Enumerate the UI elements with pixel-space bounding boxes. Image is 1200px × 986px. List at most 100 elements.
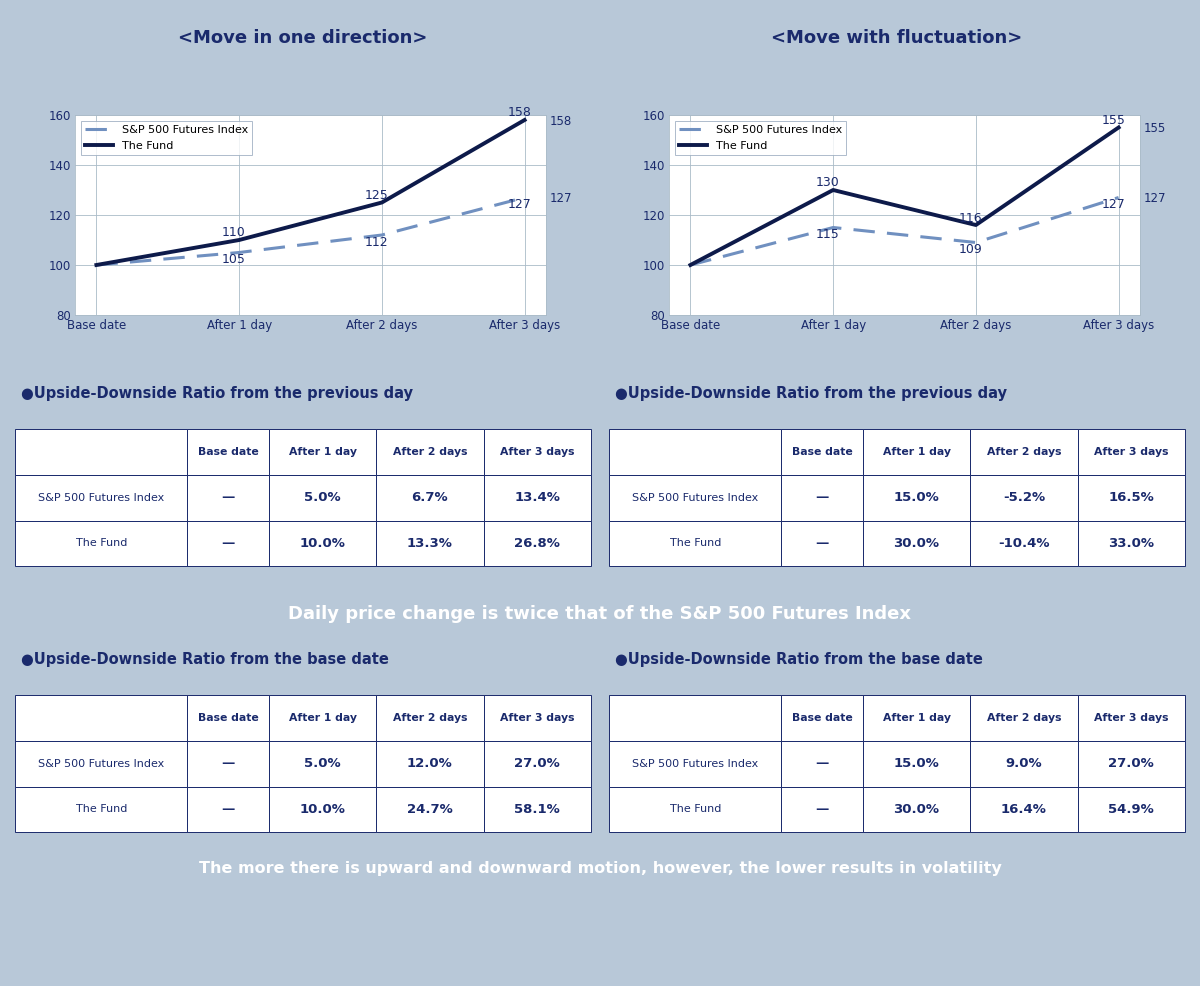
The Fund bbox=[1111, 121, 1126, 133]
FancyBboxPatch shape bbox=[971, 475, 1078, 521]
Text: -5.2%: -5.2% bbox=[1003, 491, 1045, 504]
Text: 105: 105 bbox=[222, 253, 246, 266]
Text: 130: 130 bbox=[816, 176, 840, 189]
Text: <Move in one direction>: <Move in one direction> bbox=[179, 30, 427, 47]
Text: The Fund: The Fund bbox=[670, 538, 721, 548]
Text: 12.0%: 12.0% bbox=[407, 757, 452, 770]
S&P 500 Futures Index bbox=[517, 191, 532, 203]
Text: After 2 days: After 2 days bbox=[986, 713, 1061, 723]
FancyBboxPatch shape bbox=[863, 429, 971, 475]
FancyBboxPatch shape bbox=[863, 695, 971, 741]
Text: —: — bbox=[816, 537, 829, 550]
Text: The Fund: The Fund bbox=[76, 805, 127, 814]
FancyBboxPatch shape bbox=[863, 741, 971, 787]
Text: Base date: Base date bbox=[792, 448, 852, 458]
Text: The Fund: The Fund bbox=[670, 805, 721, 814]
FancyBboxPatch shape bbox=[1078, 475, 1186, 521]
FancyBboxPatch shape bbox=[863, 521, 971, 566]
Text: 109: 109 bbox=[959, 243, 983, 256]
Text: After 1 day: After 1 day bbox=[288, 713, 356, 723]
Text: 15.0%: 15.0% bbox=[894, 757, 940, 770]
FancyBboxPatch shape bbox=[971, 429, 1078, 475]
Legend: S&P 500 Futures Index, The Fund: S&P 500 Futures Index, The Fund bbox=[674, 120, 846, 155]
Text: S&P 500 Futures Index: S&P 500 Futures Index bbox=[38, 493, 164, 503]
Text: 27.0%: 27.0% bbox=[515, 757, 560, 770]
FancyBboxPatch shape bbox=[377, 521, 484, 566]
Text: 112: 112 bbox=[365, 236, 389, 248]
Text: ●Upside-Downside Ratio from the base date: ●Upside-Downside Ratio from the base dat… bbox=[614, 652, 983, 667]
Text: After 3 days: After 3 days bbox=[500, 448, 575, 458]
FancyBboxPatch shape bbox=[863, 475, 971, 521]
FancyBboxPatch shape bbox=[269, 429, 377, 475]
Text: 30.0%: 30.0% bbox=[894, 803, 940, 815]
Text: —: — bbox=[222, 757, 235, 770]
FancyBboxPatch shape bbox=[484, 741, 592, 787]
FancyBboxPatch shape bbox=[1078, 429, 1186, 475]
Text: The Fund: The Fund bbox=[76, 538, 127, 548]
The Fund bbox=[683, 259, 697, 271]
FancyBboxPatch shape bbox=[484, 695, 592, 741]
FancyBboxPatch shape bbox=[484, 787, 592, 832]
FancyBboxPatch shape bbox=[14, 521, 187, 566]
The Fund bbox=[89, 259, 103, 271]
Text: After 1 day: After 1 day bbox=[882, 713, 950, 723]
Text: 5.0%: 5.0% bbox=[305, 491, 341, 504]
FancyBboxPatch shape bbox=[377, 787, 484, 832]
S&P 500 Futures Index bbox=[374, 229, 389, 241]
Text: 27.0%: 27.0% bbox=[1109, 757, 1154, 770]
Text: 9.0%: 9.0% bbox=[1006, 757, 1043, 770]
Text: After 3 days: After 3 days bbox=[1094, 713, 1169, 723]
FancyBboxPatch shape bbox=[608, 741, 781, 787]
FancyBboxPatch shape bbox=[781, 741, 863, 787]
Text: 26.8%: 26.8% bbox=[515, 537, 560, 550]
The Fund bbox=[517, 114, 532, 126]
FancyBboxPatch shape bbox=[608, 521, 781, 566]
Text: ●Upside-Downside Ratio from the previous day: ●Upside-Downside Ratio from the previous… bbox=[20, 386, 413, 400]
FancyBboxPatch shape bbox=[269, 695, 377, 741]
FancyBboxPatch shape bbox=[187, 475, 269, 521]
Text: 110: 110 bbox=[222, 227, 246, 240]
FancyBboxPatch shape bbox=[187, 787, 269, 832]
FancyBboxPatch shape bbox=[14, 695, 187, 741]
Text: —: — bbox=[222, 491, 235, 504]
Text: After 2 days: After 2 days bbox=[392, 713, 467, 723]
FancyBboxPatch shape bbox=[484, 475, 592, 521]
FancyBboxPatch shape bbox=[269, 741, 377, 787]
FancyBboxPatch shape bbox=[781, 521, 863, 566]
FancyBboxPatch shape bbox=[269, 521, 377, 566]
FancyBboxPatch shape bbox=[971, 521, 1078, 566]
Text: 54.9%: 54.9% bbox=[1109, 803, 1154, 815]
Text: ●Upside-Downside Ratio from the previous day: ●Upside-Downside Ratio from the previous… bbox=[614, 386, 1007, 400]
Text: 15.0%: 15.0% bbox=[894, 491, 940, 504]
Text: 116: 116 bbox=[959, 212, 983, 225]
Text: Base date: Base date bbox=[198, 713, 258, 723]
S&P 500 Futures Index bbox=[1111, 191, 1126, 203]
The Fund bbox=[232, 234, 246, 246]
FancyBboxPatch shape bbox=[1078, 741, 1186, 787]
S&P 500 Futures Index bbox=[683, 259, 697, 271]
FancyBboxPatch shape bbox=[187, 521, 269, 566]
Text: 10.0%: 10.0% bbox=[300, 537, 346, 550]
The Fund bbox=[826, 184, 840, 196]
FancyBboxPatch shape bbox=[971, 787, 1078, 832]
FancyBboxPatch shape bbox=[781, 695, 863, 741]
FancyBboxPatch shape bbox=[971, 741, 1078, 787]
Text: After 1 day: After 1 day bbox=[288, 448, 356, 458]
FancyBboxPatch shape bbox=[781, 787, 863, 832]
FancyBboxPatch shape bbox=[14, 475, 187, 521]
Text: Base date: Base date bbox=[198, 448, 258, 458]
FancyBboxPatch shape bbox=[1078, 521, 1186, 566]
FancyBboxPatch shape bbox=[1078, 695, 1186, 741]
FancyBboxPatch shape bbox=[484, 429, 592, 475]
FancyBboxPatch shape bbox=[377, 429, 484, 475]
FancyBboxPatch shape bbox=[187, 429, 269, 475]
Text: 127: 127 bbox=[508, 198, 532, 211]
Text: 125: 125 bbox=[365, 189, 389, 202]
Text: -10.4%: -10.4% bbox=[998, 537, 1050, 550]
Text: 16.4%: 16.4% bbox=[1001, 803, 1046, 815]
FancyBboxPatch shape bbox=[781, 429, 863, 475]
FancyBboxPatch shape bbox=[1078, 787, 1186, 832]
Text: 6.7%: 6.7% bbox=[412, 491, 449, 504]
Text: The more there is upward and downward motion, however, the lower results in vola: The more there is upward and downward mo… bbox=[199, 861, 1001, 876]
FancyBboxPatch shape bbox=[781, 475, 863, 521]
